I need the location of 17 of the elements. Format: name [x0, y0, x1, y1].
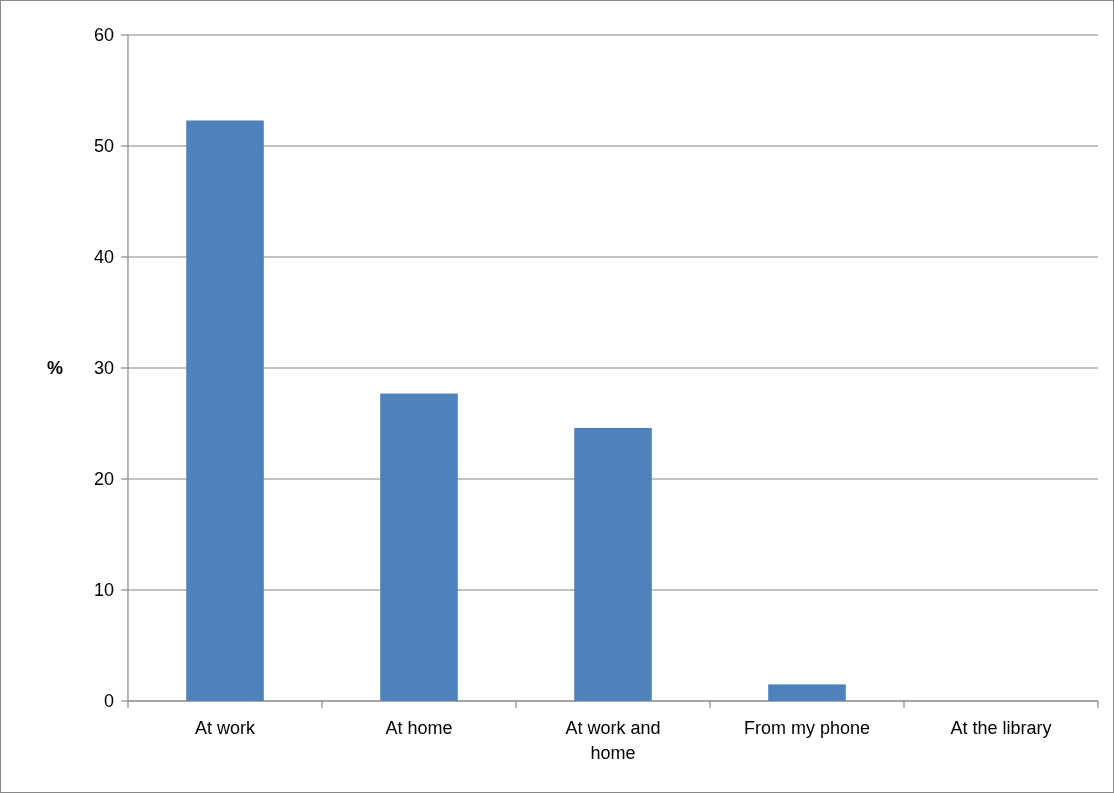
- bar: [186, 120, 264, 701]
- x-tick-label: From my phone: [743, 718, 871, 738]
- bar: [574, 427, 652, 701]
- y-tick-label: 40: [93, 247, 114, 268]
- x-tick-label: At work and home: [565, 718, 661, 763]
- bar: [768, 684, 846, 701]
- y-tick-label: 0: [103, 691, 114, 712]
- y-tick-label: 60: [93, 25, 114, 46]
- y-tick-label: 10: [93, 580, 114, 601]
- y-axis-title: %: [46, 358, 64, 379]
- y-tick-label: 30: [93, 358, 114, 379]
- bar: [380, 393, 458, 701]
- x-tick-label: At work: [194, 718, 256, 738]
- x-tick-label: At home: [385, 718, 453, 738]
- y-tick-label: 20: [93, 469, 114, 490]
- x-tick-label: At the library: [950, 718, 1052, 738]
- y-tick-label: 50: [93, 136, 114, 157]
